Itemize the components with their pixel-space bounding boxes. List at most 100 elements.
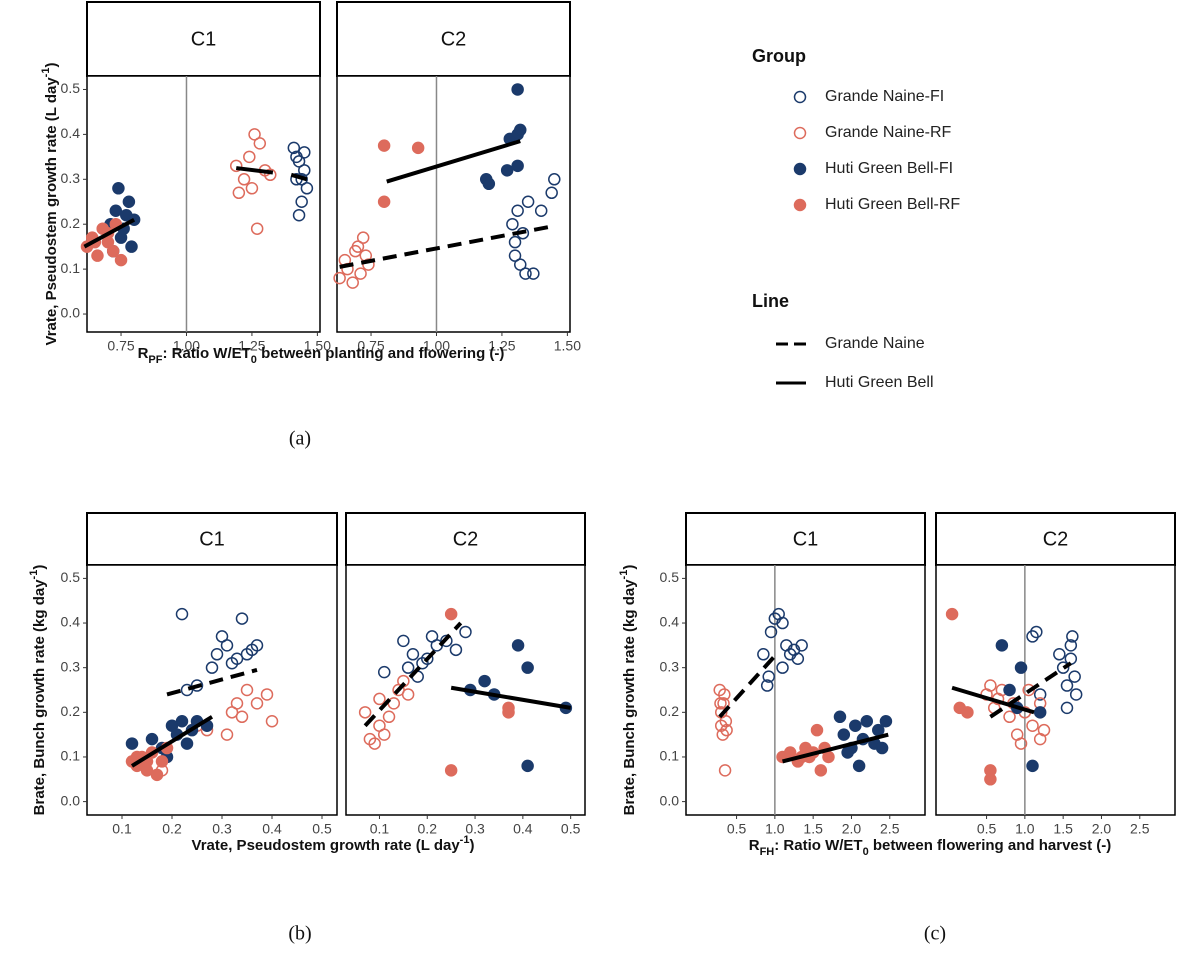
x-tick-label: 0.4 <box>262 821 282 837</box>
point <box>210 648 224 661</box>
x-tick-label: 1.25 <box>488 338 515 354</box>
point <box>545 186 558 200</box>
y-tick-label: 0.2 <box>61 703 81 719</box>
point <box>1069 688 1083 701</box>
fit-line <box>718 652 778 719</box>
y-tick-label: 0.3 <box>61 658 81 674</box>
point <box>1053 648 1066 661</box>
point <box>180 737 194 750</box>
point <box>1003 710 1016 724</box>
point <box>714 697 727 710</box>
y-axis-title-part: Brate, Bunch growth rate (kg day <box>621 579 638 816</box>
point <box>349 244 362 258</box>
point <box>1037 723 1051 737</box>
facet-title: C2 <box>441 28 467 50</box>
point <box>1064 652 1078 665</box>
point <box>879 715 893 728</box>
point <box>1033 706 1047 719</box>
x-tick-label: 2.0 <box>1092 821 1112 837</box>
point <box>180 683 194 697</box>
x-tick-label: 0.75 <box>107 338 134 354</box>
point <box>248 128 261 141</box>
legend-marker <box>793 162 807 176</box>
x-axis-title-part: -1 <box>460 834 470 846</box>
point <box>298 146 311 159</box>
facet-title: C1 <box>191 28 217 50</box>
fit-line <box>782 732 889 764</box>
point <box>235 710 249 724</box>
point <box>508 235 522 249</box>
point <box>298 164 311 177</box>
y-tick-label: 0.2 <box>660 703 680 719</box>
point <box>548 173 561 186</box>
y-tick-label: 0.1 <box>61 748 81 764</box>
y-tick-label: 0.3 <box>61 170 81 186</box>
legend-label: Huti Green Bell <box>825 374 934 391</box>
point <box>478 674 491 688</box>
point <box>106 244 120 258</box>
x-axis-title-part: Vrate, Pseudostem growth rate (L day <box>192 837 461 854</box>
point <box>482 177 496 191</box>
y-tick-label: 0.4 <box>61 125 81 141</box>
point <box>377 139 391 152</box>
y-axis-title-part: ) <box>31 565 48 570</box>
point <box>397 634 410 648</box>
x-tick-label: 0.3 <box>465 821 485 837</box>
point <box>368 737 381 750</box>
point <box>757 648 770 661</box>
y-tick-label: 0.5 <box>660 569 680 585</box>
facet-strip <box>685 512 926 566</box>
x-axis-title-part: PF <box>148 354 162 366</box>
point <box>155 755 169 768</box>
point <box>1033 688 1047 701</box>
y-tick-label: 0.0 <box>61 305 81 321</box>
point <box>459 625 472 639</box>
legend-marker <box>793 198 807 212</box>
point <box>764 625 778 639</box>
point <box>762 670 775 683</box>
point <box>791 652 805 665</box>
panel-label: (c) <box>924 923 946 945</box>
point <box>250 639 264 652</box>
y-tick-label: 0.1 <box>660 748 680 764</box>
legend-label: Grande Naine-RF <box>825 124 952 141</box>
point <box>1014 661 1028 674</box>
point <box>175 715 189 728</box>
fit-line <box>83 217 136 249</box>
point <box>511 639 525 652</box>
point <box>795 639 808 652</box>
x-tick-label: 2.0 <box>842 821 862 837</box>
y-axis-title: Brate, Bunch growth rate (kg day-1) <box>28 565 48 816</box>
point <box>849 719 862 732</box>
point <box>230 697 244 710</box>
y-tick-label: 0.4 <box>660 614 680 630</box>
point <box>112 182 125 195</box>
x-axis-title-part: 0 <box>863 846 869 858</box>
point <box>511 159 524 173</box>
point <box>1056 661 1070 674</box>
y-tick-label: 0.4 <box>61 614 81 630</box>
point <box>872 723 885 737</box>
y-tick-label: 0.0 <box>660 792 680 808</box>
panel-label: (b) <box>288 923 311 945</box>
point <box>508 249 522 262</box>
point <box>984 773 997 786</box>
plot-area <box>86 564 338 816</box>
point <box>995 639 1009 652</box>
y-tick-label: 0.0 <box>61 792 81 808</box>
point <box>719 715 733 728</box>
fit-line <box>130 715 214 768</box>
point <box>387 697 401 710</box>
y-axis-title-part: -1 <box>28 570 40 580</box>
point <box>718 764 732 777</box>
point <box>205 661 219 674</box>
point <box>760 679 774 692</box>
point <box>220 728 234 741</box>
point <box>961 706 974 719</box>
point <box>264 168 277 182</box>
point <box>511 204 524 217</box>
point <box>822 750 835 764</box>
point <box>720 723 733 737</box>
point <box>230 652 244 665</box>
point <box>841 746 854 759</box>
